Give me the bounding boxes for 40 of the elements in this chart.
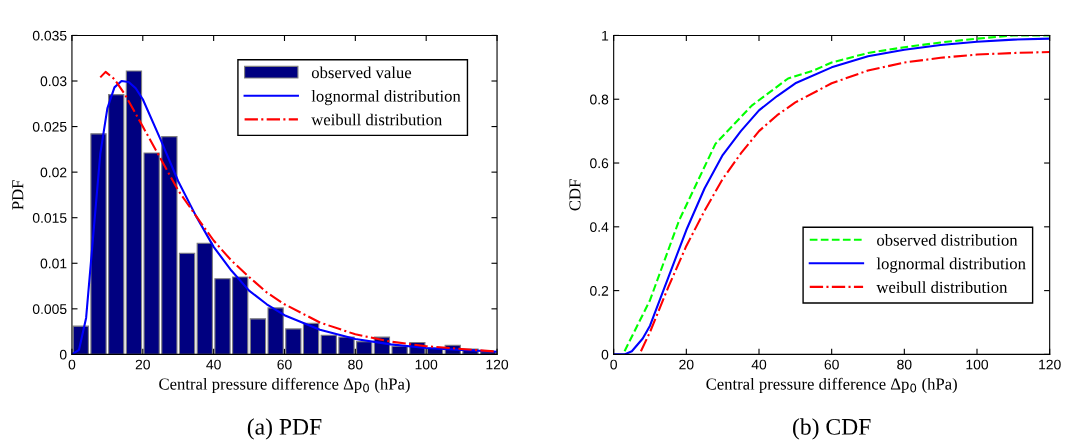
y-tick-label: 0.02 (40, 167, 67, 178)
y-tick-label: 0.025 (32, 121, 67, 132)
legend-label: lognormal distribution (876, 257, 1026, 273)
x-axis-title: Central pressure difference Δp$_{0}$ (hPa) (706, 377, 957, 394)
x-tick-label: 80 (897, 359, 912, 370)
y-tick-label: 0.01 (40, 258, 67, 269)
y-tick-label: 0.005 (32, 304, 67, 314)
x-tick-label: 80 (348, 359, 363, 370)
legend-label: observed distribution (877, 234, 1018, 246)
x-tick-label: 60 (277, 359, 292, 370)
x-tick-label: 20 (679, 359, 694, 370)
x-tick-label: 120 (1039, 359, 1061, 370)
y-tick-label: 0.2 (590, 285, 609, 296)
y-tick-label: 0.8 (590, 94, 609, 105)
y-tick-label: 0.015 (32, 213, 67, 223)
y-tick-label: 0.035 (32, 30, 67, 41)
y-axis-title: PDF (12, 180, 24, 210)
x-tick-label: 0 (68, 359, 76, 370)
legend-label: weibull distribution (876, 281, 1008, 293)
x-tick-label: 40 (751, 359, 767, 370)
x-tick-label: 100 (966, 359, 989, 370)
y-tick-label: 0.6 (590, 158, 609, 169)
x-tick-label: 60 (824, 359, 839, 370)
y-tick-label: 0.03 (40, 76, 67, 87)
y-axis-title: CDF (569, 179, 581, 211)
x-tick-label: 40 (206, 359, 221, 370)
text: (b) CDF (793, 418, 871, 440)
text: (a) PDF (247, 418, 322, 440)
x-tick-label: 20 (135, 359, 150, 370)
y-tick-label: 1 (602, 30, 609, 41)
legend-label: weibull distribution (311, 113, 443, 126)
x-axis-title: Central pressure difference Δp$_{0}$ (hPa) (159, 377, 410, 394)
x-tick-label: 120 (486, 359, 509, 370)
y-tick-label: 0 (59, 349, 67, 360)
y-tick-label: 0 (601, 349, 609, 360)
legend-label: lognormal distribution (311, 90, 461, 106)
legend-label: observed value (311, 66, 412, 79)
x-tick-label: 0 (610, 359, 617, 370)
y-tick-label: 0.4 (590, 222, 609, 232)
x-tick-label: 100 (415, 359, 438, 370)
